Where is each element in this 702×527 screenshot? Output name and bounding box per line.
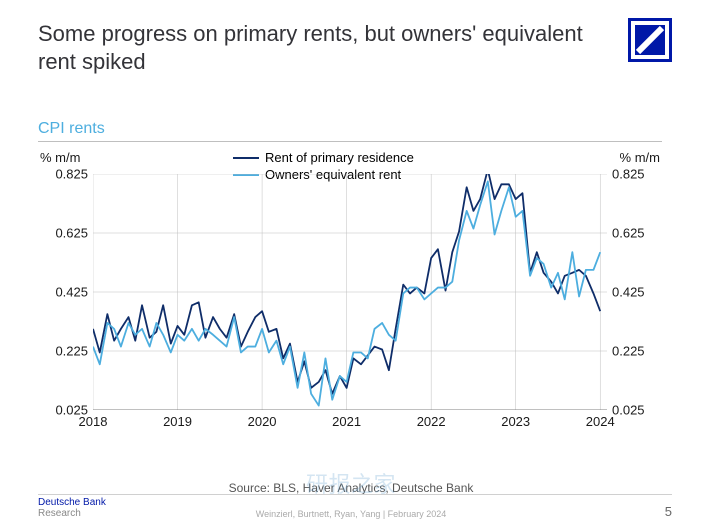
legend-label: Rent of primary residence [265, 150, 414, 167]
chart: % m/m % m/m Rent of primary residence Ow… [38, 150, 662, 450]
ytick-label: 0.425 [46, 285, 88, 300]
plot-area [93, 174, 607, 410]
ytick-label: 0.625 [46, 226, 88, 241]
xtick-label: 2020 [248, 414, 277, 429]
deutsche-bank-logo [628, 18, 672, 62]
xtick-label: 2024 [586, 414, 615, 429]
chart-subtitle: CPI rents [38, 120, 662, 142]
legend-swatch [233, 157, 259, 159]
ytick-label: 0.425 [612, 285, 654, 300]
footer-brand-line1: Deutsche Bank [38, 497, 106, 508]
ytick-label: 0.225 [612, 344, 654, 359]
ytick-label: 0.025 [612, 403, 654, 418]
source-text: Source: BLS, Haver Analytics, Deutsche B… [0, 481, 702, 495]
xtick-label: 2021 [332, 414, 361, 429]
xtick-label: 2023 [501, 414, 530, 429]
y-axis-label-right: % m/m [620, 150, 660, 165]
ytick-label: 0.225 [46, 344, 88, 359]
legend-item: Rent of primary residence [233, 150, 414, 167]
xtick-label: 2019 [163, 414, 192, 429]
ytick-label: 0.825 [612, 167, 654, 182]
ytick-label: 0.825 [46, 167, 88, 182]
ytick-label: 0.625 [612, 226, 654, 241]
y-axis-label-left: % m/m [40, 150, 80, 165]
slide-title: Some progress on primary rents, but owne… [38, 20, 612, 75]
footer-rule [38, 494, 672, 495]
xtick-label: 2022 [417, 414, 446, 429]
footer-center: Weinzierl, Burtnett, Ryan, Yang | Februa… [0, 509, 702, 519]
page-number: 5 [665, 504, 672, 519]
xtick-label: 2018 [79, 414, 108, 429]
